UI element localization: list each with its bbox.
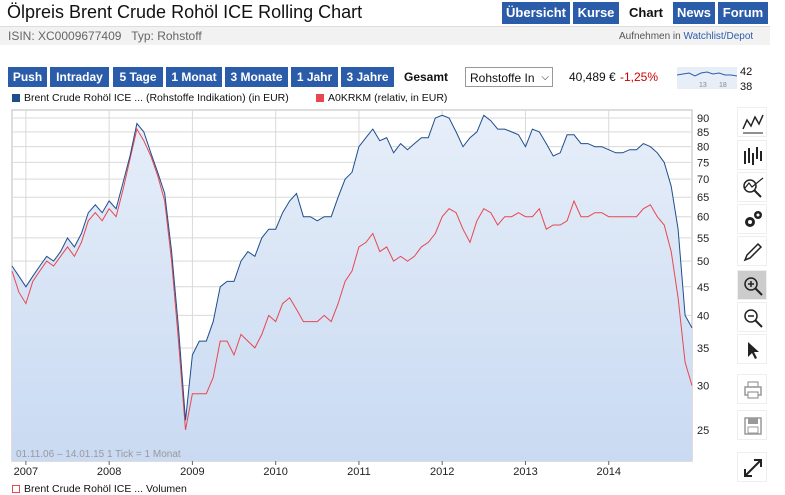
tool-settings[interactable] <box>737 204 767 234</box>
legend-swatch-2 <box>316 94 324 102</box>
x-tick-label: 2011 <box>347 466 371 478</box>
tool-print[interactable] <box>737 374 767 404</box>
tool-line-chart[interactable] <box>737 107 767 137</box>
legend-label-1: Brent Crude Rohöl ICE ... (Rohstoffe Ind… <box>24 92 289 104</box>
x-tick-label: 2014 <box>596 466 620 478</box>
pencil-icon <box>743 242 763 262</box>
range-intraday[interactable]: Intraday <box>50 67 109 87</box>
legend-series-2[interactable]: A0KRKM (relativ, in EUR) <box>316 92 447 104</box>
mini-chart-bg <box>677 67 737 89</box>
watchlist-prefix: Aufnehmen in <box>619 31 681 42</box>
expand-icon <box>744 459 762 477</box>
isin-text: ISIN: XC0009677409 Typ: Rohstoff <box>8 29 202 43</box>
x-tick-label: 2012 <box>430 466 454 478</box>
mini-tick-2: 18 <box>719 82 727 89</box>
watchlist-link-area: Aufnehmen in Watchlist/Depot <box>619 31 753 42</box>
y-tick-label: 85 <box>697 127 709 139</box>
zoom-in-icon <box>744 277 763 296</box>
nav-news[interactable]: News <box>673 2 715 24</box>
y-tick-label: 60 <box>697 212 709 224</box>
tool-zoom-out[interactable] <box>737 302 767 332</box>
mini-chart: 13 18 <box>677 67 737 89</box>
mini-tick-1: 13 <box>699 82 707 89</box>
watchlist-link[interactable]: Watchlist/Depot <box>683 31 754 42</box>
x-tick-label: 2013 <box>513 466 537 478</box>
page-title: Ölpreis Brent Crude Rohöl ICE Rolling Ch… <box>7 2 363 22</box>
y-tick-label: 65 <box>697 192 709 204</box>
info-bar <box>0 26 770 45</box>
ohlc-chart-icon <box>744 147 762 165</box>
tool-zoom-in[interactable] <box>737 270 767 300</box>
x-tick-label: 2009 <box>180 466 204 478</box>
chart-footnote: 01.11.06 – 14.01.15 1 Tick = 1 Monat <box>16 449 181 460</box>
tool-ohlc-chart[interactable] <box>737 140 767 170</box>
y-tick-label: 30 <box>697 380 709 392</box>
comparison-select-value: Rohstoffe In <box>470 71 535 85</box>
gear-icon <box>745 211 762 227</box>
x-tick-label: 2008 <box>97 466 121 478</box>
y-tick-label: 40 <box>697 310 709 322</box>
y-tick-label: 75 <box>697 157 709 169</box>
y-tick-label: 35 <box>697 343 709 355</box>
y-tick-label: 25 <box>697 425 709 437</box>
comparison-select[interactable]: Rohstoffe In ⌵ <box>465 67 553 87</box>
range-3-monate[interactable]: 3 Monate <box>225 67 288 87</box>
mini-low: 38 <box>740 81 753 93</box>
x-tick-label: 2007 <box>14 466 38 478</box>
y-tick-label: 80 <box>697 142 709 154</box>
zoom-out-icon <box>744 309 763 328</box>
print-icon <box>744 381 762 399</box>
y-tick-label: 50 <box>697 256 709 268</box>
range-1-jahr[interactable]: 1 Jahr <box>291 67 338 87</box>
legend-swatch-1 <box>12 94 20 102</box>
tool-pointer[interactable] <box>737 334 767 364</box>
mini-high: 42 <box>740 66 753 78</box>
save-icon <box>744 417 762 435</box>
legend-label-2: A0KRKM (relativ, in EUR) <box>328 92 448 104</box>
tool-fullscreen[interactable] <box>737 452 767 482</box>
price-change: -1,25% <box>620 70 659 84</box>
nav-kurse[interactable]: Kurse <box>573 2 619 24</box>
y-tick-label: 55 <box>697 233 709 245</box>
nav-forum[interactable]: Forum <box>718 2 768 24</box>
line-chart-icon <box>742 114 764 134</box>
range-3-jahre[interactable]: 3 Jahre <box>341 67 394 87</box>
chevron-down-icon: ⌵ <box>541 72 549 83</box>
range-gesamt[interactable]: Gesamt <box>397 67 455 87</box>
tool-indicator[interactable] <box>737 172 767 202</box>
legend-series-1[interactable]: Brent Crude Rohöl ICE ... (Rohstoffe Ind… <box>12 92 289 104</box>
legend-volume[interactable]: Brent Crude Rohöl ICE ... Volumen <box>12 483 187 495</box>
nav-uebersicht[interactable]: Übersicht <box>502 2 570 24</box>
range-5-tage[interactable]: 5 Tage <box>113 67 163 87</box>
cursor-arrow-icon <box>748 342 759 359</box>
y-tick-label: 70 <box>697 174 709 186</box>
tool-save[interactable] <box>737 410 767 440</box>
price-chart[interactable]: 25 30 35 40 45 50 55 60 65 70 75 80 85 90 2007 2008 2009… <box>0 104 735 495</box>
x-tick-label: 2010 <box>263 466 287 478</box>
range-1-monat[interactable]: 1 Monat <box>166 67 222 87</box>
y-tick-label: 45 <box>697 282 709 294</box>
y-tick-label: 90 <box>697 113 709 125</box>
current-price: 40,489 € <box>569 70 616 84</box>
legend-label-volume: Brent Crude Rohöl ICE ... Volumen <box>24 483 187 495</box>
nav-chart[interactable]: Chart <box>622 2 670 24</box>
range-push[interactable]: Push <box>8 67 47 87</box>
series-2-line <box>11 127 693 430</box>
legend-swatch-volume <box>12 485 20 493</box>
tool-draw[interactable] <box>737 236 767 266</box>
magnify-chart-icon <box>743 177 764 198</box>
mini-chart-line <box>677 71 737 77</box>
series-1-line <box>11 114 693 421</box>
